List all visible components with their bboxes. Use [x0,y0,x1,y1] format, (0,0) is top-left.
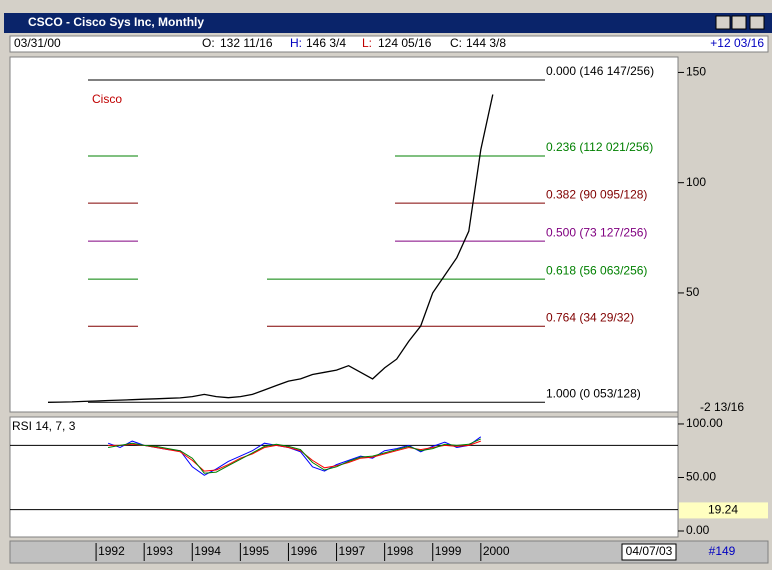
info-date: 03/31/00 [14,36,61,50]
x-tick-label: 1996 [290,544,317,558]
maximize-button[interactable] [731,15,747,30]
y-tick-label: 150 [686,65,706,79]
rsi-panel [9,416,679,538]
y-tick-label: 0.00 [686,523,710,537]
info-change: +12 03/16 [710,36,764,50]
x-tick-label: 1997 [339,544,366,558]
info-high: 146 3/4 [306,36,346,50]
price-tag: -2 13/16 [700,400,744,414]
x-tick-label: 1994 [194,544,221,558]
status-date-box [621,543,677,561]
x-tick-label: 1993 [146,544,173,558]
value-tag: 19.24 [708,503,738,517]
annotation: Cisco [92,92,122,106]
level-label: 1.000 (0 053/128) [546,386,641,400]
price-line [47,94,494,403]
x-tick-label: 1992 [98,544,125,558]
status-count: #149 [709,544,736,558]
info-open-label: O: [202,36,215,50]
window-title: CSCO - Cisco Sys Inc, Monthly [28,15,204,29]
rsi-line [108,440,481,472]
title-bar [4,13,772,33]
level-label: 0.000 (146 147/256) [546,64,654,78]
level-label: 0.382 (90 095/128) [546,187,647,201]
status-date: 04/07/03 [626,544,673,558]
rsi-line [108,438,482,474]
minimize-button[interactable] [715,15,731,30]
value-tag-box [679,502,768,519]
level-label: 0.500 (73 127/256) [546,225,647,239]
x-tick-label: 1998 [387,544,414,558]
info-low: 124 05/16 [378,36,432,50]
x-tick-label: 2000 [483,544,510,558]
y-tick-label: 100 [686,175,706,189]
info-low-label: L: [362,36,372,50]
info-close-label: C: [450,36,462,50]
close-button[interactable] [749,15,765,30]
x-tick-label: 1999 [435,544,462,558]
y-tick-label: 50 [686,285,700,299]
level-label: 0.618 (56 063/256) [546,263,647,277]
y-tick-label: 100.00 [686,416,723,430]
level-label: 0.764 (34 29/32) [546,310,634,324]
level-label: 0.236 (112 021/256) [546,140,653,154]
y-tick-label: 50.00 [686,470,716,484]
info-open: 132 11/16 [220,36,273,50]
info-close: 144 3/8 [466,36,506,50]
info-bar [9,35,769,53]
date-bar [9,540,769,564]
x-tick-label: 1995 [242,544,269,558]
panel-title: RSI 14, 7, 3 [12,419,76,433]
info-high-label: H: [290,36,302,50]
